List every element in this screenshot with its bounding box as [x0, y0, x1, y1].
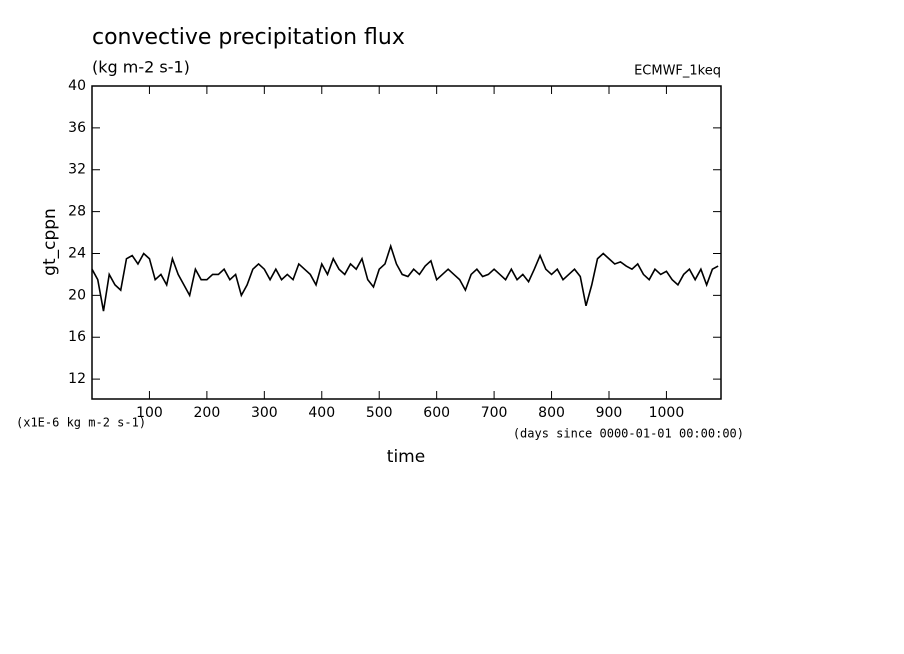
data-line — [91, 243, 719, 312]
y-tick-label: 40 — [68, 78, 86, 94]
x-tick-label: 1000 — [649, 405, 685, 421]
x-tick-label: 800 — [538, 405, 565, 421]
chart-subtitle: (kg m-2 s-1) — [92, 58, 190, 77]
y-tick-label: 24 — [68, 245, 86, 261]
plot-frame — [91, 85, 722, 400]
y-axis-label: gt_cppn — [40, 208, 60, 276]
y-tick-label: 36 — [68, 120, 86, 136]
annotation: ECMWF_1keq — [634, 64, 721, 79]
x-tick-label: 400 — [308, 405, 335, 421]
x-tick-label: 600 — [423, 405, 450, 421]
x-tick-label: 500 — [366, 405, 393, 421]
x-tick-label: 300 — [251, 405, 278, 421]
y-tick-label: 32 — [68, 162, 86, 178]
x-tick-label: 900 — [596, 405, 623, 421]
x-tick-label: 700 — [481, 405, 508, 421]
y-tick-label: 16 — [68, 329, 86, 345]
x-tick-label: 200 — [194, 405, 221, 421]
y-tick-label: 28 — [68, 204, 86, 220]
y-tick-label: 20 — [68, 287, 86, 303]
x-axis-label: time — [387, 447, 425, 467]
chart-title: convective precipitation flux — [92, 25, 405, 50]
y-tick-label: 12 — [68, 371, 86, 387]
y-unit-label: (x1E-6 kg m-2 s-1) — [16, 416, 146, 430]
x-unit-label: (days since 0000-01-01 00:00:00) — [513, 427, 744, 441]
x-tick-label: 100 — [136, 405, 163, 421]
